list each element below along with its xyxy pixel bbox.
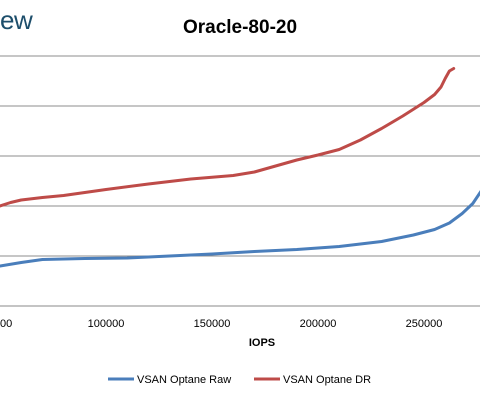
brand-logo-text: ew	[0, 5, 33, 35]
x-tick-labels: 00 100000 150000 200000 250000	[0, 318, 442, 330]
series-lines	[0, 67, 480, 268]
x-tick-label: 150000	[194, 318, 231, 330]
x-axis-title: IOPS	[249, 337, 275, 349]
x-tick-label: 200000	[300, 318, 337, 330]
grid-lines	[0, 55, 480, 257]
chart-legend: VSAN Optane Raw VSAN Optane DR	[108, 374, 371, 386]
chart-title: Oracle-80-20	[183, 17, 297, 38]
legend-label-2: VSAN Optane DR	[283, 374, 371, 386]
x-tick-label: 250000	[406, 318, 443, 330]
legend-label-1: VSAN Optane Raw	[137, 374, 231, 386]
series-line-1	[0, 190, 480, 268]
x-tick-label: 100000	[88, 318, 125, 330]
x-tick-label-partial: 00	[0, 318, 12, 330]
series-line-2	[0, 67, 456, 208]
